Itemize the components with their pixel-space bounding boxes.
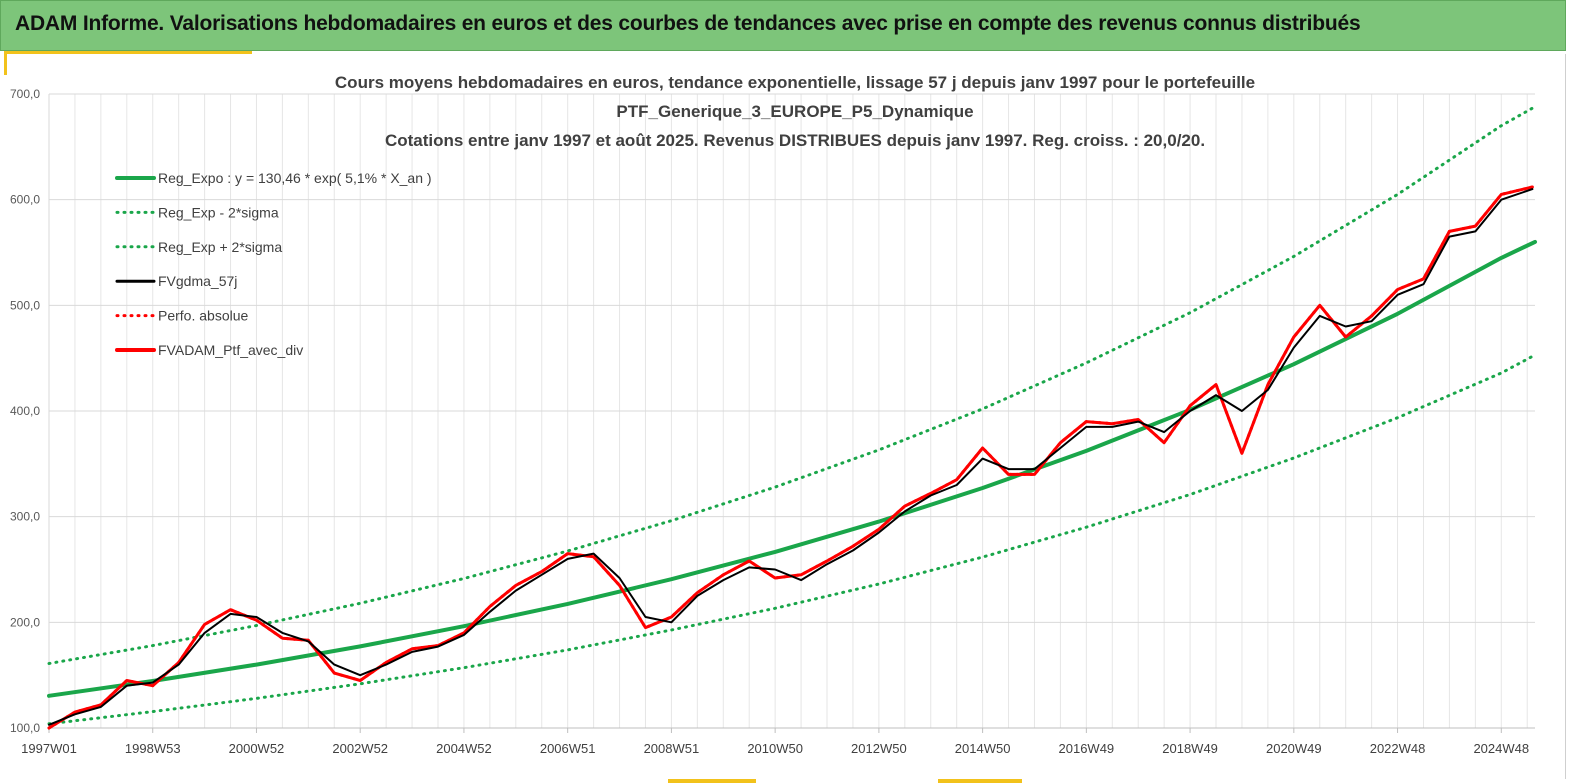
series-line-2 [47,105,1537,665]
chart-title-line: Cours moyens hebdomadaires en euros, ten… [335,73,1255,92]
y-tick-label: 300,0 [10,510,40,524]
chart-grid [48,93,1535,729]
series-line-1 [47,353,1537,726]
series-line-0 [47,239,1537,698]
page-banner: ADAM Informe. Valorisations hebdomadaire… [0,0,1566,51]
legend-label: Reg_Exp - 2*sigma [158,204,279,220]
series-line-3 [48,188,1534,726]
series-line-4 [47,185,1534,730]
series-line-5 [47,185,1534,730]
x-tick-label: 1997W01 [21,741,77,756]
legend-label: FVgdma_57j [158,273,237,289]
x-tick-label: 2002W52 [332,741,388,756]
chart-series [47,105,1537,730]
x-tick-label: 2022W48 [1370,741,1426,756]
y-tick-label: 100,0 [10,721,40,735]
banner-title: ADAM Informe. Valorisations hebdomadaire… [15,12,1361,35]
y-tick-label: 600,0 [10,193,40,207]
y-axis: 100,0 200,0 300,0 400,0 500,0 600,0 700,0 [10,87,40,735]
y-tick-label: 500,0 [10,298,40,312]
accent-bar-left [4,51,7,75]
x-tick-label: 2016W49 [1059,741,1115,756]
x-tick-label: 2018W49 [1162,741,1218,756]
x-tick-label: 2010W50 [747,741,803,756]
x-tick-label: 2004W52 [436,741,492,756]
chart-area [0,54,1566,779]
x-tick-label: 1998W53 [125,741,181,756]
accent-bar-bottom [938,779,1022,783]
x-tick-label: 2008W51 [644,741,700,756]
x-tick-label: 2024W48 [1473,741,1529,756]
legend-label: FVADAM_Ptf_avec_div [158,342,303,358]
x-tick-label: 2020W49 [1266,741,1322,756]
legend-label: Perfo. absolue [158,308,248,324]
x-tick-label: 2000W52 [229,741,285,756]
y-tick-label: 200,0 [10,615,40,629]
x-tick-label: 2014W50 [955,741,1011,756]
x-tick-label: 2012W50 [851,741,907,756]
y-tick-label: 400,0 [10,404,40,418]
y-tick-label: 700,0 [10,87,40,101]
accent-bar-bottom [668,779,756,783]
legend-label: Reg_Expo : y = 130,46 * exp( 5,1% * X_an… [158,170,432,186]
chart-title: Cours moyens hebdomadaires en euros, ten… [335,73,1255,150]
legend-label: Reg_Exp + 2*sigma [158,239,282,255]
accent-bar-top [4,51,252,54]
chart-title-line: Cotations entre janv 1997 et août 2025. … [385,131,1205,150]
x-axis: 1997W01 1998W53 2000W52 2002W52 2004W52 2006W… [21,728,1529,756]
chart-title-line: PTF_Generique_3_EUROPE_P5_Dynamique [616,102,973,121]
x-tick-label: 2006W51 [540,741,596,756]
chart-legend: Reg_Expo : y = 130,46 * exp( 5,1% * X_an… [115,170,432,358]
